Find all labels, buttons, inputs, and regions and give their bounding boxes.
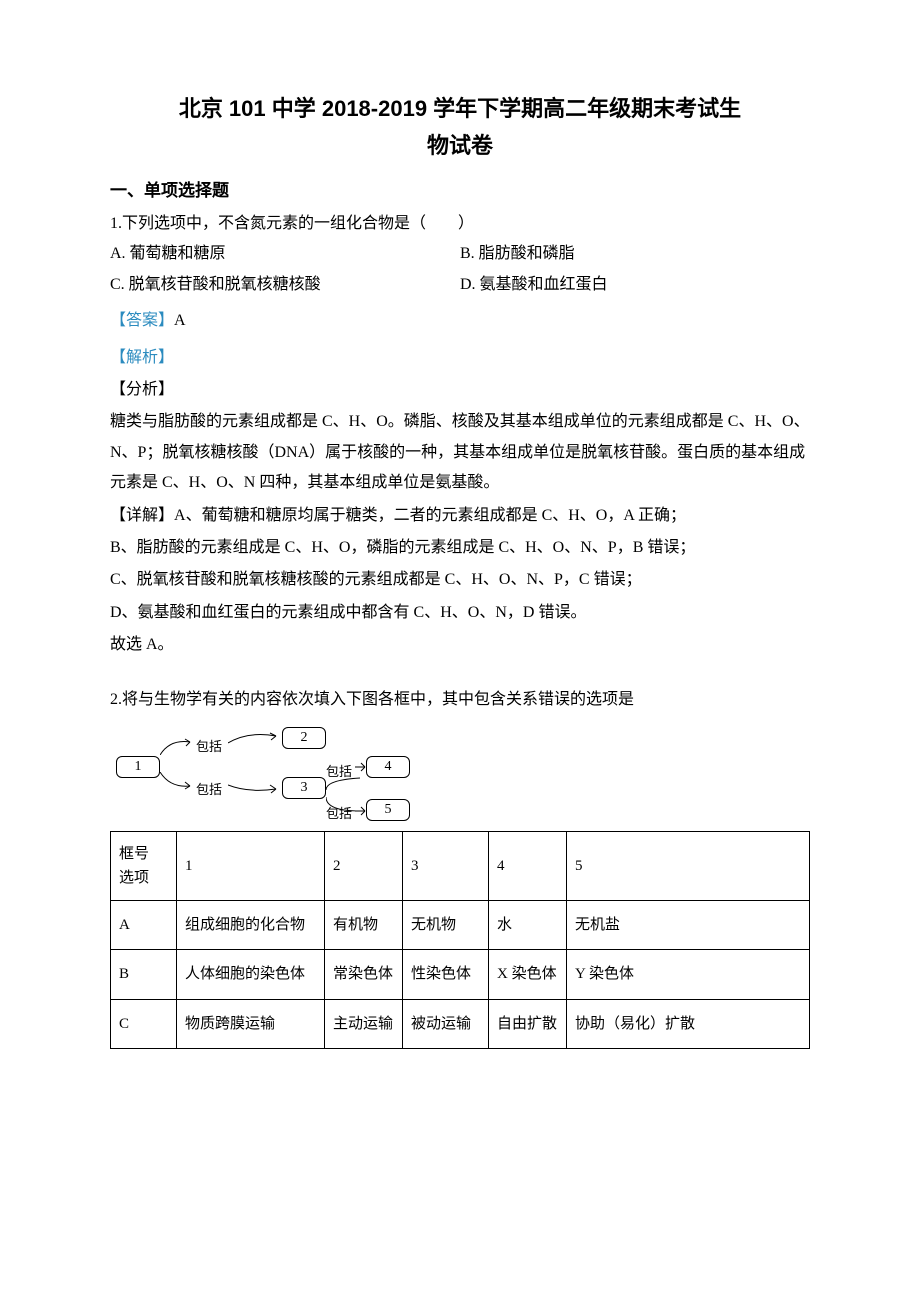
table-row: C 物质跨膜运输 主动运输 被动运输 自由扩散 协助（易化）扩散 [111, 999, 810, 1049]
q1-fenxi-text: 糖类与脂肪酸的元素组成都是 C、H、O。磷脂、核酸及其基本组成单位的元素组成都是… [110, 407, 810, 498]
th-5: 5 [567, 831, 810, 900]
q1-options-row-2: C. 脱氧核苷酸和脱氧核糖核酸 D. 氨基酸和血红蛋白 [110, 270, 810, 300]
cell: 无机盐 [567, 900, 810, 950]
answer-value: A [174, 312, 186, 329]
q2-table: 框号 选项 1 2 3 4 5 A 组成细胞的化合物 有机物 无机物 水 无机盐… [110, 831, 810, 1050]
q1-option-a: A. 葡萄糖和糖原 [110, 239, 460, 269]
cell: 协助（易化）扩散 [567, 999, 810, 1049]
title-line-1: 北京 101 中学 2018-2019 学年下学期高二年级期末考试生 [179, 96, 741, 121]
arrow-to-5 [355, 806, 369, 816]
q2-stem: 2.将与生物学有关的内容依次填入下图各框中，其中包含关系错误的选项是 [110, 685, 810, 715]
cell: 无机物 [403, 900, 489, 950]
detail-label: 【详解】 [110, 507, 174, 524]
q1-detail: 【详解】A、葡萄糖和糖原均属于糖类，二者的元素组成都是 C、H、O，A 正确； [110, 501, 810, 531]
cell: 被动运输 [403, 999, 489, 1049]
cell: 水 [489, 900, 567, 950]
q1-option-d: D. 氨基酸和血红蛋白 [460, 270, 810, 300]
q1-conclusion: 故选 A。 [110, 630, 810, 660]
diagram-label-1: 包括 [196, 735, 222, 760]
answer-label: 【答案】 [110, 312, 174, 329]
arrow-to-4 [355, 762, 369, 772]
table-row: B 人体细胞的染色体 常染色体 性染色体 X 染色体 Y 染色体 [111, 950, 810, 1000]
cell: C [111, 999, 177, 1049]
q1-options-row-1: A. 葡萄糖和糖原 B. 脂肪酸和磷脂 [110, 239, 810, 269]
diagram-box-5: 5 [366, 799, 410, 821]
q1-fenxi-label: 【分析】 [110, 375, 810, 405]
cell: A [111, 900, 177, 950]
question-2: 2.将与生物学有关的内容依次填入下图各框中，其中包含关系错误的选项是 1 2 3… [110, 685, 810, 1050]
diagram-box-3: 3 [282, 777, 326, 799]
q1-analysis-label: 【解析】 [110, 343, 810, 373]
table-row: A 组成细胞的化合物 有机物 无机物 水 无机盐 [111, 900, 810, 950]
section-1-header: 一、单项选择题 [110, 175, 810, 207]
q1-detail-d: D、氨基酸和血红蛋白的元素组成中都含有 C、H、O、N，D 错误。 [110, 598, 810, 628]
diagram-box-4: 4 [366, 756, 410, 778]
arrow-1-to-label-up [160, 737, 198, 755]
arrow-1-to-label-down [160, 772, 198, 792]
question-1: 1.下列选项中，不含氮元素的一组化合物是（ ） A. 葡萄糖和糖原 B. 脂肪酸… [110, 209, 810, 660]
cell: Y 染色体 [567, 950, 810, 1000]
exam-title: 北京 101 中学 2018-2019 学年下学期高二年级期末考试生 物试卷 [110, 90, 810, 165]
arrow-3-to-4 [326, 776, 368, 790]
q1-detail-c: C、脱氧核苷酸和脱氧核糖核酸的元素组成都是 C、H、O、N、P，C 错误； [110, 565, 810, 595]
q1-option-b: B. 脂肪酸和磷脂 [460, 239, 810, 269]
q1-option-c: C. 脱氧核苷酸和脱氧核糖核酸 [110, 270, 460, 300]
q1-stem: 1.下列选项中，不含氮元素的一组化合物是（ ） [110, 209, 810, 239]
table-header-row: 框号 选项 1 2 3 4 5 [111, 831, 810, 900]
q1-detail-b: B、脂肪酸的元素组成是 C、H、O，磷脂的元素组成是 C、H、O、N、P，B 错… [110, 533, 810, 563]
diagram-box-2: 2 [282, 727, 326, 749]
arrow-label-to-2 [228, 729, 282, 747]
th-4: 4 [489, 831, 567, 900]
cell: 物质跨膜运输 [177, 999, 325, 1049]
th-2: 2 [325, 831, 403, 900]
cell: 自由扩散 [489, 999, 567, 1049]
th-3: 3 [403, 831, 489, 900]
th-1: 1 [177, 831, 325, 900]
cell: X 染色体 [489, 950, 567, 1000]
arrow-label-to-3 [228, 781, 282, 797]
title-line-2: 物试卷 [427, 133, 493, 158]
cell: 主动运输 [325, 999, 403, 1049]
diagram-box-1: 1 [116, 756, 160, 778]
q1-detail-a: A、葡萄糖和糖原均属于糖类，二者的元素组成都是 C、H、O，A 正确； [174, 507, 686, 524]
th-0-text: 框号 选项 [119, 846, 149, 886]
q1-answer: 【答案】A [110, 306, 810, 336]
cell: 组成细胞的化合物 [177, 900, 325, 950]
cell: 常染色体 [325, 950, 403, 1000]
q2-diagram: 1 2 3 4 5 包括 包括 包括 包括 [110, 723, 420, 823]
diagram-label-2: 包括 [196, 778, 222, 803]
th-0: 框号 选项 [111, 831, 177, 900]
cell: 人体细胞的染色体 [177, 950, 325, 1000]
cell: 性染色体 [403, 950, 489, 1000]
cell: 有机物 [325, 900, 403, 950]
cell: B [111, 950, 177, 1000]
